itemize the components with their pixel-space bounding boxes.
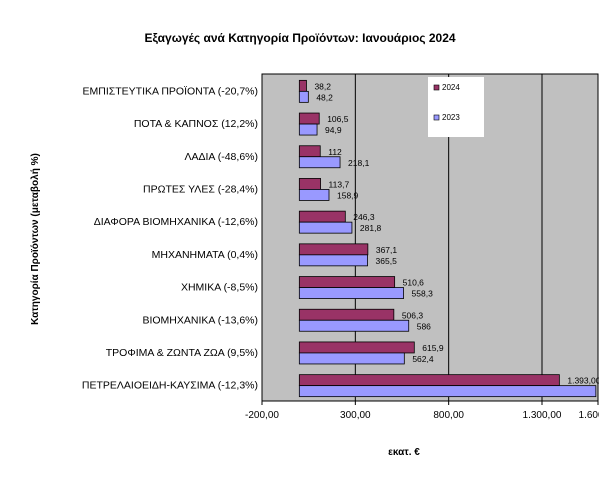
category-labels: ΕΜΠΙΣΤΕΥΤΙΚΑ ΠΡΟΪΟΝΤΑ (-20,7%) ΠΟΤΑ & ΚΑΠ…: [82, 85, 258, 391]
legend-swatch: [433, 84, 440, 91]
data-label: 158,9: [337, 190, 359, 200]
bar-2024: [298, 210, 346, 223]
category-label: ΛΑΔΙΑ (-48,6%): [184, 151, 258, 163]
data-label: 48,2: [316, 92, 333, 102]
data-label: 586: [417, 321, 431, 331]
chart-title: Εξαγωγές ανά Κατηγορία Προϊόντων: Ιανουά…: [144, 31, 455, 45]
bar-2024: [298, 341, 415, 354]
data-label: 106,5: [327, 114, 349, 124]
bar-2023: [298, 189, 330, 201]
bar-2024: [298, 178, 321, 190]
data-label: 615,9: [422, 343, 444, 353]
data-label: 1.393,00: [567, 376, 599, 386]
x-tick-label: 1.300,00: [523, 410, 562, 421]
category-label: ΤΡΟΦΙΜΑ & ΖΩΝΤΑ ΖΩΑ (9,5%): [106, 347, 258, 359]
data-label: 218,1: [348, 158, 370, 168]
bar-2023: [298, 123, 318, 136]
category-label: ΕΜΠΙΣΤΕΥΤΙΚΑ ΠΡΟΪΟΝΤΑ (-20,7%): [83, 85, 259, 97]
bar-2023: [298, 90, 309, 103]
bar-2023: [298, 287, 404, 299]
data-label: 112: [328, 147, 342, 157]
data-label: 246,3: [353, 212, 375, 222]
category-label: ΠΟΤΑ & ΚΑΠΝΟΣ (12,2%): [134, 118, 258, 130]
data-label: 38,2: [314, 81, 331, 91]
bar-2024: [298, 145, 321, 158]
category-label: ΜΗΧΑΝΗΜΑΤΑ (0,4%): [152, 249, 258, 261]
bars: [298, 79, 597, 398]
data-label: 367,1: [376, 245, 398, 255]
data-label: 113,7: [329, 179, 350, 189]
legend-label: 2023: [442, 113, 460, 122]
bar-2023: [298, 319, 410, 332]
x-axis-title: εκατ. €: [388, 447, 420, 458]
y-axis-title: Κατηγορία Προϊόντων (μεταβολή %): [30, 153, 41, 325]
bar-2024: [298, 79, 307, 92]
bar-2023: [298, 254, 368, 267]
data-label: 562,4: [412, 354, 434, 364]
data-label: 510,6: [403, 278, 425, 288]
category-label: ΧΗΜΙΚΑ (-8,5%): [181, 282, 258, 294]
data-label: 558,3: [412, 289, 434, 299]
bar-2024: [298, 308, 395, 321]
data-label: 281,8: [360, 223, 382, 233]
x-tick-label: 1.600,00: [579, 410, 599, 421]
category-label: ΒΙΟΜΗΧΑΝΙΚΑ (-13,6%): [142, 314, 258, 326]
bar-2024: [298, 374, 560, 387]
x-tick-label: -200,00: [245, 410, 279, 421]
bar-2024: [298, 112, 320, 125]
legend: 2024 2023: [428, 77, 484, 137]
bar-2024: [298, 276, 396, 288]
category-label: ΠΕΤΡΕΛΑΙΟΕΙΔΗ-ΚΑΥΣΙΜΑ (-12,3%): [82, 380, 258, 392]
data-label: 94,9: [325, 125, 342, 135]
bar-2023: [298, 156, 341, 169]
bar-2023: [298, 385, 597, 398]
data-label: 365,5: [376, 256, 398, 266]
category-label: ΠΡΩΤΕΣ ΥΛΕΣ (-28,4%): [143, 183, 258, 195]
legend-label: 2024: [442, 83, 460, 92]
x-axis-ticks: -200,00 300,00 800,00 1.300,00 1.600,00: [245, 401, 599, 421]
x-tick-label: 300,00: [340, 410, 371, 421]
bar-2023: [298, 221, 353, 234]
bar-2023: [298, 352, 405, 365]
bar-2024: [298, 243, 369, 256]
data-label: 506,3: [402, 310, 424, 320]
legend-swatch: [433, 114, 440, 121]
x-tick-label: 800,00: [433, 410, 464, 421]
category-label: ΔΙΑΦΟΡΑ ΒΙΟΜΗΧΑΝΙΚΑ (-12,6%): [94, 216, 258, 228]
